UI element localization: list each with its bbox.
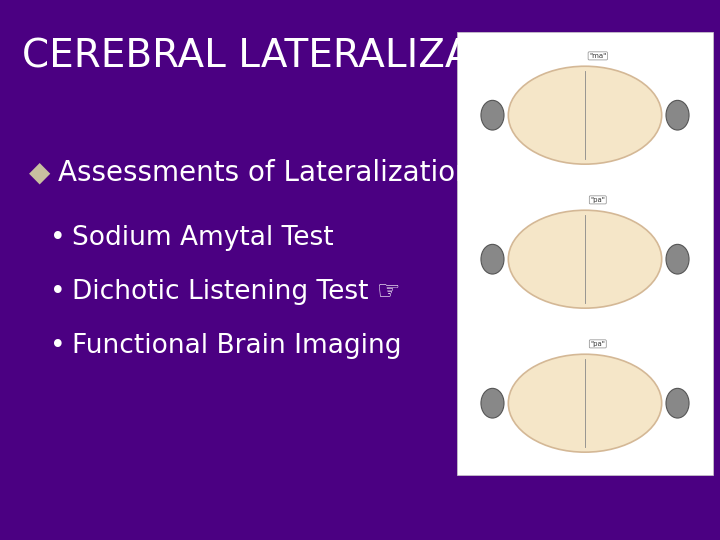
Ellipse shape [481,100,504,130]
Text: "ma": "ma" [589,53,606,59]
Text: "pa": "pa" [590,341,606,347]
Text: •: • [50,225,66,251]
Ellipse shape [508,210,662,308]
Text: Functional Brain Imaging: Functional Brain Imaging [72,333,402,359]
Text: •: • [50,333,66,359]
Text: Assessments of Lateralization: Assessments of Lateralization [58,159,472,187]
Ellipse shape [666,388,689,418]
Ellipse shape [481,388,504,418]
Ellipse shape [481,244,504,274]
Text: ◆: ◆ [29,159,50,187]
Text: "pa": "pa" [590,197,606,203]
Text: CEREBRAL LATERALIZATION: CEREBRAL LATERALIZATION [22,38,563,76]
Text: Sodium Amytal Test: Sodium Amytal Test [72,225,333,251]
Ellipse shape [508,354,662,452]
Bar [457,32,713,475]
Ellipse shape [666,100,689,130]
Text: •: • [50,279,66,305]
Text: Dichotic Listening Test ☞: Dichotic Listening Test ☞ [72,279,400,305]
Ellipse shape [508,66,662,164]
Ellipse shape [666,244,689,274]
